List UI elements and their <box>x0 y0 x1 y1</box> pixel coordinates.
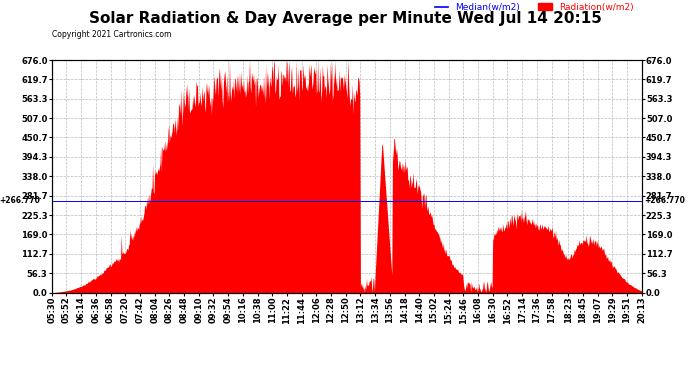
Text: +266.770: +266.770 <box>0 196 40 205</box>
Text: +266.770: +266.770 <box>644 196 685 205</box>
Text: Solar Radiation & Day Average per Minute Wed Jul 14 20:15: Solar Radiation & Day Average per Minute… <box>88 11 602 26</box>
Text: Copyright 2021 Cartronics.com: Copyright 2021 Cartronics.com <box>52 30 171 39</box>
Legend: Median(w/m2), Radiation(w/m2): Median(w/m2), Radiation(w/m2) <box>431 0 637 16</box>
